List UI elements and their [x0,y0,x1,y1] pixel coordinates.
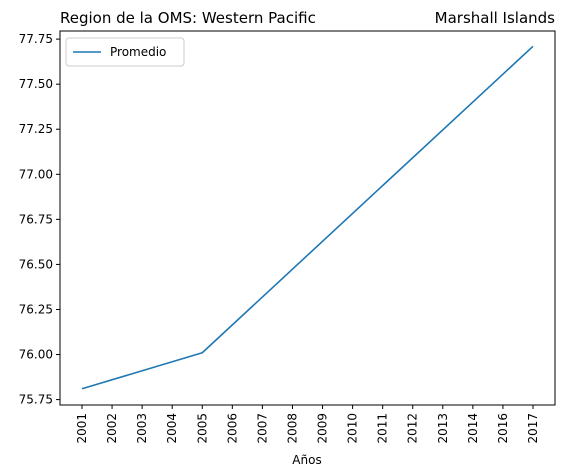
y-tick-label: 77.50 [19,77,53,91]
x-tick-label: 2011 [376,413,390,444]
x-tick-label: 2003 [135,413,149,444]
x-tick-label: 2001 [75,413,89,444]
x-tick-label: 2009 [316,413,330,444]
chart-title-left: Region de la OMS: Western Pacific [60,9,316,27]
chart-title-right: Marshall Islands [435,9,556,27]
legend-label-promedio: Promedio [110,45,166,59]
x-tick-label: 2004 [165,413,179,444]
y-tick-label: 76.75 [19,212,53,226]
y-tick-label: 77.00 [19,167,53,181]
x-tick-label: 2010 [346,413,360,444]
y-tick-label: 77.25 [19,122,53,136]
x-tick-label: 2012 [406,413,420,444]
y-tick-label: 75.75 [19,393,53,407]
x-tick-label: 2013 [436,413,450,444]
y-tick-label: 76.00 [19,348,53,362]
y-tick-label: 76.25 [19,302,53,316]
x-tick-label: 2016 [496,413,510,444]
y-tick-label: 77.75 [19,32,53,46]
y-tick-label: 76.50 [19,257,53,271]
x-tick-label: 2014 [466,413,480,444]
legend: Promedio [66,38,184,66]
x-tick-label: 2002 [105,413,119,444]
x-tick-label: 2017 [526,413,540,444]
x-tick-label: 2008 [285,413,299,444]
x-tick-label: 2005 [195,413,209,444]
x-tick-label: 2007 [255,413,269,444]
x-tick-label: 2006 [225,413,239,444]
x-axis-label: Años [292,453,321,467]
